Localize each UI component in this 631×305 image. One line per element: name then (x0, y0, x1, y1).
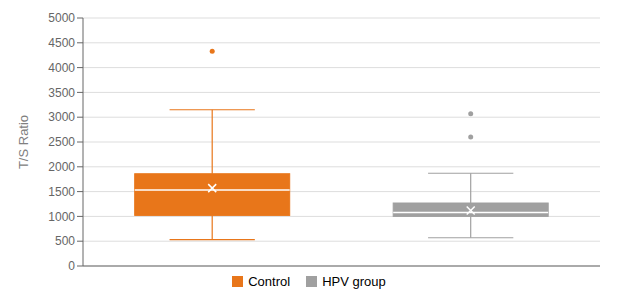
svg-text:5000: 5000 (48, 11, 75, 25)
svg-text:4000: 4000 (48, 61, 75, 75)
svg-text:500: 500 (55, 234, 75, 248)
svg-text:3500: 3500 (48, 86, 75, 100)
svg-text:1500: 1500 (48, 185, 75, 199)
svg-text:4500: 4500 (48, 36, 75, 50)
svg-text:T/S Ratio: T/S Ratio (16, 115, 31, 169)
svg-text:2000: 2000 (48, 160, 75, 174)
html-text:Control: Control (248, 274, 291, 289)
svg-text:0: 0 (68, 259, 75, 273)
svg-text:2500: 2500 (48, 135, 75, 149)
html-text:HPV group: HPV group (322, 274, 386, 289)
svg-text:1000: 1000 (48, 210, 75, 224)
svg-text:3000: 3000 (48, 110, 75, 124)
